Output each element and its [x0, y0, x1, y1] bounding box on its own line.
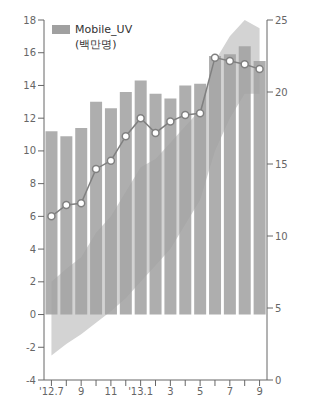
svg-text:15: 15 — [275, 159, 288, 170]
svg-text:10: 10 — [275, 231, 288, 242]
svg-text:2: 2 — [30, 276, 36, 287]
svg-text:8: 8 — [30, 178, 36, 189]
svg-text:-2: -2 — [26, 342, 36, 353]
svg-text:6: 6 — [30, 211, 36, 222]
svg-text:-4: -4 — [26, 375, 36, 386]
svg-text:12: 12 — [23, 113, 36, 124]
svg-text:20: 20 — [275, 87, 288, 98]
html-text:Mobile_UV: Mobile_UV — [75, 23, 133, 36]
svg-text:'12.7: '12.7 — [39, 386, 64, 397]
svg-text:'13.1: '13.1 — [128, 386, 153, 397]
svg-text:7: 7 — [227, 386, 233, 397]
svg-text:5: 5 — [197, 386, 203, 397]
svg-text:4: 4 — [30, 244, 36, 255]
svg-text:5: 5 — [275, 303, 281, 314]
svg-text:16: 16 — [23, 47, 36, 58]
svg-text:0: 0 — [275, 375, 281, 386]
svg-text:18: 18 — [23, 15, 36, 26]
svg-text:10: 10 — [23, 145, 36, 156]
svg-text:11: 11 — [105, 386, 118, 397]
svg-text:9: 9 — [256, 386, 262, 397]
svg-text:3: 3 — [167, 386, 173, 397]
html-text:(백만명): (백만명) — [75, 38, 117, 51]
svg-text:0: 0 — [30, 309, 36, 320]
svg-text:9: 9 — [78, 386, 84, 397]
svg-text:14: 14 — [23, 80, 36, 91]
svg-text:25: 25 — [275, 15, 288, 26]
